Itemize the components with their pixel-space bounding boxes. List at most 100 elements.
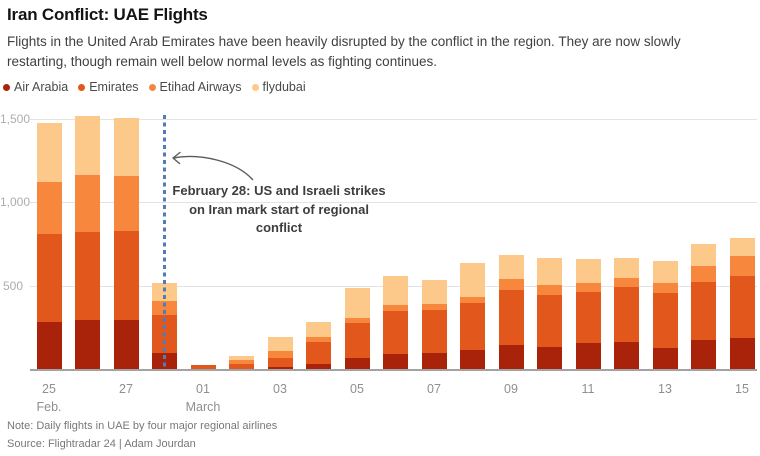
bar-segment-flydubai bbox=[729, 238, 755, 256]
bar-mar-04 bbox=[306, 321, 331, 370]
x-axis-tick-label: 07 bbox=[427, 382, 441, 396]
bar-segment-emirates bbox=[344, 322, 370, 359]
annotation-line-2: on Iran mark start of regional bbox=[189, 201, 369, 217]
bar-segment-air-arabia bbox=[729, 337, 755, 370]
bar-segment-flydubai bbox=[498, 255, 524, 280]
bar-segment-etihad-airways bbox=[652, 282, 678, 294]
bar-segment-emirates bbox=[306, 341, 331, 365]
bar-segment-air-arabia bbox=[652, 347, 678, 370]
bar-segment-flydubai bbox=[113, 117, 139, 176]
bar-mar-10 bbox=[537, 257, 562, 370]
event-date-line bbox=[163, 115, 166, 370]
bar-mar-08 bbox=[460, 263, 485, 370]
bar-segment-emirates bbox=[614, 286, 639, 342]
bar-segment-emirates bbox=[537, 295, 562, 347]
bar-segment-etihad-airways bbox=[614, 278, 639, 287]
bar-segment-flydubai bbox=[75, 115, 100, 176]
bar-segment-etihad-airways bbox=[267, 350, 293, 358]
bar-segment-etihad-airways bbox=[421, 304, 447, 311]
bar-segment-air-arabia bbox=[36, 321, 62, 370]
bar-segment-emirates bbox=[575, 291, 601, 343]
bar-segment-flydubai bbox=[344, 288, 370, 318]
bar-segment-air-arabia bbox=[575, 342, 601, 370]
legend-dot-etihad bbox=[148, 83, 156, 91]
bar-segment-emirates bbox=[229, 364, 254, 370]
bar-mar-01 bbox=[190, 365, 216, 370]
bar-segment-emirates bbox=[691, 281, 716, 340]
bar-segment-air-arabia bbox=[460, 350, 485, 370]
x-axis-tick-label: 15 bbox=[735, 382, 749, 396]
y-axis-tick-label: 1,500 bbox=[0, 112, 31, 126]
bar-mar-09 bbox=[498, 255, 524, 370]
bar-segment-etihad-airways bbox=[537, 285, 562, 296]
x-axis-month-label: Feb. bbox=[36, 400, 62, 414]
chart-source: Source: Flightradar 24 | Adam Jourdan bbox=[7, 438, 196, 450]
bar-segment-air-arabia bbox=[498, 345, 524, 370]
bar-segment-etihad-airways bbox=[575, 282, 601, 292]
bar-segment-etihad-airways bbox=[36, 181, 62, 235]
bar-mar-14 bbox=[691, 244, 716, 370]
bar-mar-06 bbox=[383, 275, 408, 370]
annotation-arrow-icon bbox=[172, 151, 254, 181]
legend-item-etihad: Etihad Airways bbox=[148, 80, 242, 94]
bar-segment-emirates bbox=[729, 275, 755, 338]
x-axis-tick-label: 05 bbox=[350, 382, 364, 396]
x-axis-tick-label: 25 bbox=[42, 382, 56, 396]
legend-dot-flydubai bbox=[251, 83, 259, 91]
bar-segment-flydubai bbox=[229, 355, 254, 361]
legend-label: Air Arabia bbox=[14, 80, 69, 94]
bar-segment-air-arabia bbox=[113, 320, 139, 370]
bar-segment-etihad-airways bbox=[229, 360, 254, 365]
bar-segment-emirates bbox=[36, 234, 62, 322]
legend-item-air-arabia: Air Arabia bbox=[3, 80, 68, 94]
bar-segment-etihad-airways bbox=[75, 175, 100, 232]
bar-segment-flydubai bbox=[537, 257, 562, 286]
chart-legend: Air Arabia Emirates Etihad Airways flydu… bbox=[3, 80, 306, 94]
bar-segment-air-arabia bbox=[383, 354, 408, 370]
annotation-line-1: February 28: US and Israeli strikes bbox=[172, 183, 386, 198]
bar-segment-flydubai bbox=[383, 275, 408, 306]
bar-mar-15 bbox=[729, 238, 755, 370]
bar-segment-etihad-airways bbox=[729, 255, 755, 276]
x-axis-tick-label: 13 bbox=[658, 382, 672, 396]
subtitle-line-2: restarting, though remain well below nor… bbox=[7, 54, 437, 69]
x-axis-tick-label: 01 bbox=[196, 382, 210, 396]
bar-segment-emirates bbox=[421, 310, 447, 354]
bar-mar-03 bbox=[267, 336, 293, 370]
gridline-1000 bbox=[30, 202, 757, 204]
bar-segment-air-arabia bbox=[344, 358, 370, 370]
bar-feb-25 bbox=[36, 123, 62, 370]
x-axis-tick-label: 09 bbox=[504, 382, 518, 396]
legend-dot-air-arabia bbox=[3, 83, 10, 91]
bar-segment-air-arabia bbox=[537, 346, 562, 370]
bar-segment-air-arabia bbox=[267, 366, 293, 370]
x-axis-month-label: March bbox=[185, 400, 221, 414]
bar-mar-13 bbox=[652, 260, 678, 370]
legend-item-emirates: Emirates bbox=[78, 80, 139, 94]
bar-mar-12 bbox=[614, 257, 639, 370]
bar-segment-flydubai bbox=[614, 257, 639, 279]
bar-segment-air-arabia bbox=[614, 341, 639, 370]
bar-feb-27 bbox=[113, 117, 139, 370]
bar-segment-etihad-airways bbox=[113, 175, 139, 231]
subtitle-line-1: Flights in the United Arab Emirates have… bbox=[7, 34, 681, 49]
event-annotation: February 28: US and Israeli strikes on I… bbox=[164, 182, 394, 238]
bar-segment-air-arabia bbox=[75, 320, 100, 370]
bar-segment-etihad-airways bbox=[691, 265, 716, 282]
gridline-1500 bbox=[30, 119, 757, 120]
bar-segment-flydubai bbox=[306, 321, 331, 337]
bar-segment-air-arabia bbox=[306, 364, 331, 370]
bar-segment-flydubai bbox=[460, 263, 485, 297]
bar-segment-emirates bbox=[75, 231, 100, 320]
x-axis-tick-label: 03 bbox=[273, 382, 287, 396]
bar-segment-etihad-airways bbox=[498, 279, 524, 290]
bar-segment-air-arabia bbox=[421, 353, 447, 370]
legend-label: Etihad Airways bbox=[159, 80, 242, 94]
chart-title: Iran Conflict: UAE Flights bbox=[7, 5, 208, 24]
bar-segment-flydubai bbox=[691, 244, 716, 266]
plot-area: February 28: US and Israeli strikes on I… bbox=[30, 112, 757, 414]
bar-segment-etihad-airways bbox=[383, 305, 408, 311]
bar-mar-07 bbox=[421, 280, 447, 370]
annotation-line-3: conflict bbox=[255, 220, 303, 235]
